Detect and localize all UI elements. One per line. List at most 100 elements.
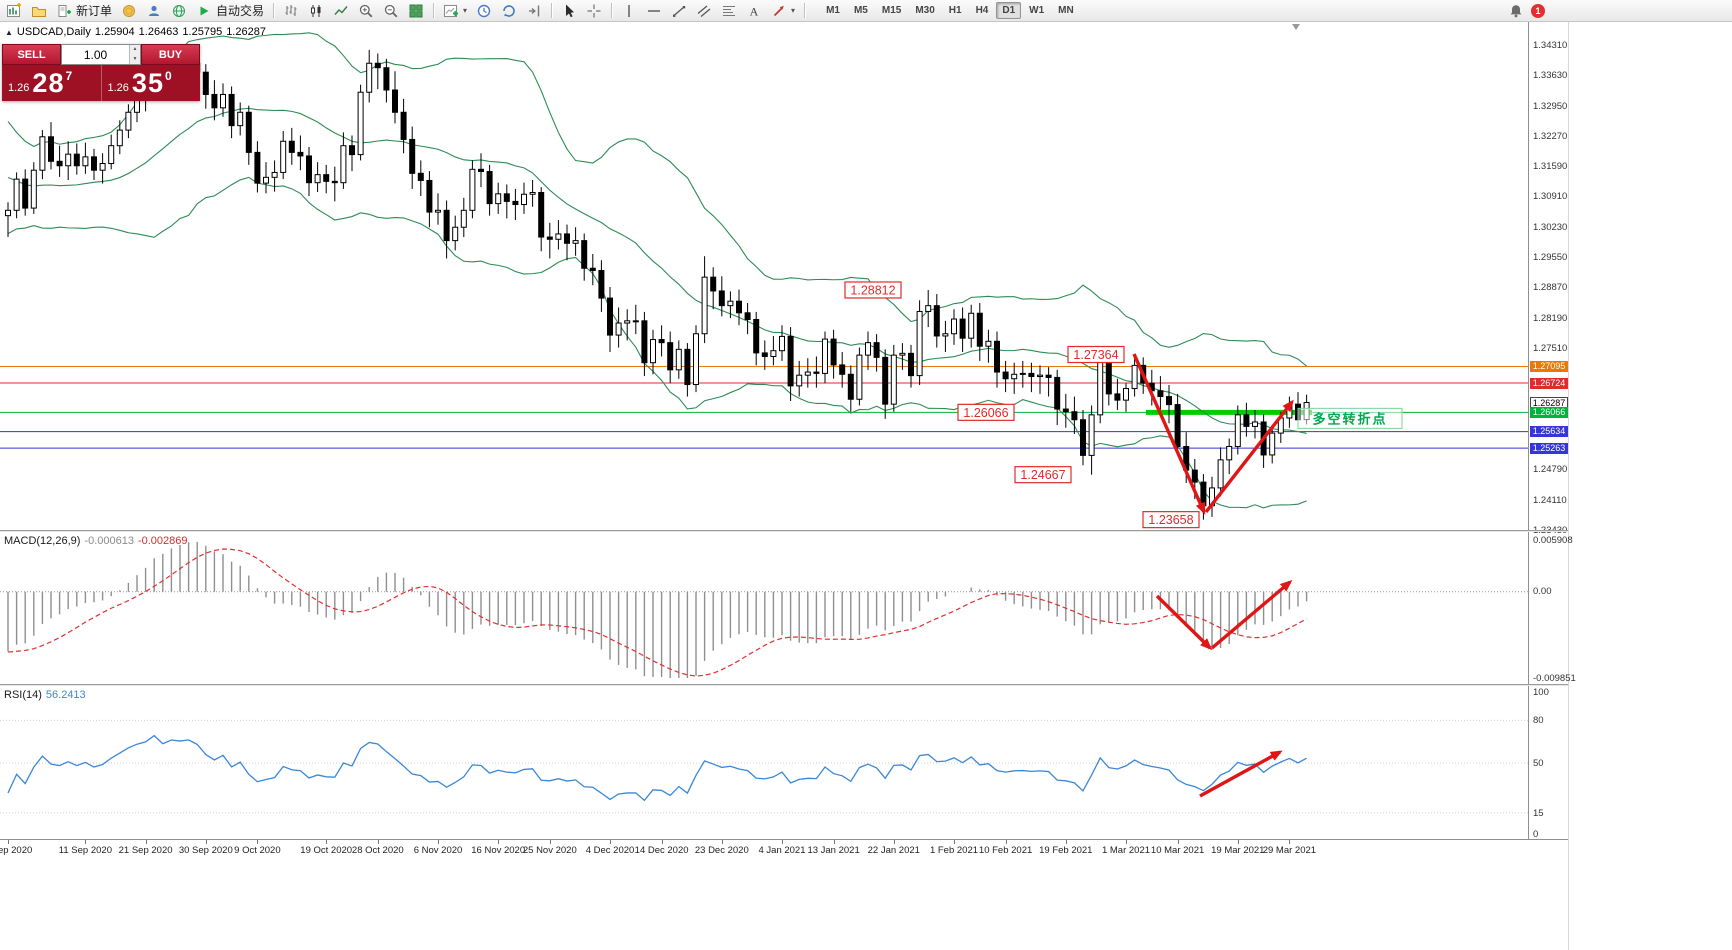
- candles-chart-icon: [311, 4, 321, 17]
- timeframe-H4[interactable]: H4: [975, 5, 989, 16]
- price-axis-label: 1.24110: [1533, 494, 1567, 506]
- timeframe-M1[interactable]: M1: [826, 5, 840, 16]
- volume-input[interactable]: [62, 45, 129, 64]
- horizontal-line-icon: [648, 9, 661, 12]
- crosshair-tool-button[interactable]: [583, 1, 605, 21]
- coin-icon: [123, 4, 136, 17]
- macd-signal-line: [7, 548, 1307, 677]
- price-axis[interactable]: 1.34310 1.33630 1.32950 1.32270 1.31590 1.309…: [1528, 22, 1576, 840]
- toolbar: 新订单 自动交易 ▾ A ▾ M1 M5 M15 M30 H1 H4 D1 W1 MN: [0, 0, 1732, 22]
- date-tick: [1065, 840, 1067, 844]
- date-tick: [1126, 840, 1127, 844]
- timeframe-D1[interactable]: D1: [996, 2, 1022, 19]
- turning-point-box[interactable]: [1297, 407, 1403, 429]
- date-tick: [661, 840, 663, 844]
- line-chart-button[interactable]: [330, 1, 352, 21]
- trend-arrows[interactable]: [1132, 353, 1294, 515]
- auto-trading-label: 自动交易: [216, 4, 265, 18]
- high-value: 1.26463: [138, 26, 179, 38]
- price-callouts[interactable]: 1.28812 1.27364 1.26066 1.24667 1.23658: [844, 281, 1200, 529]
- panel-separator[interactable]: [0, 684, 1568, 686]
- horizontal-line-tool[interactable]: [643, 1, 665, 21]
- cursor-tool-button[interactable]: [558, 1, 580, 21]
- volume-decrease-button[interactable]: ▼: [130, 54, 140, 64]
- periods-button[interactable]: [473, 1, 495, 21]
- clock-icon: [477, 4, 491, 17]
- date-tick: [326, 840, 328, 844]
- timeframe-M30[interactable]: M30: [915, 5, 935, 16]
- symbol-period: USDCAD,Daily: [16, 26, 91, 38]
- rsi-panel[interactable]: [0, 686, 1528, 839]
- candles-chart-button[interactable]: [305, 1, 327, 21]
- toolbar-separator: [433, 3, 435, 18]
- volume-spinner: ▲ ▼: [129, 45, 140, 64]
- zoom-out-button[interactable]: [380, 1, 402, 21]
- timeframe-W1[interactable]: W1: [1029, 5, 1045, 16]
- timeframe-H1[interactable]: H1: [948, 5, 962, 16]
- new-order-label: 新订单: [76, 4, 113, 18]
- volume-box: ▲ ▼: [61, 44, 141, 65]
- date-tick: [1289, 840, 1291, 844]
- bars-chart-button[interactable]: [280, 1, 302, 21]
- timeframe-MN[interactable]: MN: [1058, 5, 1074, 16]
- profiles-button[interactable]: [28, 1, 50, 21]
- price-axis-label: 1.28870: [1533, 282, 1568, 294]
- auto-scroll-button[interactable]: [498, 1, 520, 21]
- fibonacci-tool[interactable]: [718, 1, 740, 21]
- trend-arrows[interactable]: [1155, 580, 1293, 651]
- svg-text:1.23658: 1.23658: [1148, 513, 1193, 527]
- text-tool[interactable]: A: [743, 1, 765, 21]
- web-terminal-button[interactable]: [168, 1, 190, 21]
- timeframe-M15[interactable]: M15: [881, 5, 902, 16]
- candlestick-series: [5, 49, 1310, 520]
- svg-text:1.24667: 1.24667: [1020, 468, 1065, 482]
- turning-point-label: 多空转折点: [1312, 411, 1387, 426]
- buy-price[interactable]: 1.26 35 0: [100, 65, 201, 101]
- main-chart-panel[interactable]: 1.28812 1.27364 1.26066 1.24667 1.23658 多空转折点: [0, 22, 1528, 530]
- new-chart-button[interactable]: [3, 1, 25, 21]
- play-icon: [200, 6, 209, 15]
- date-tick: [438, 840, 439, 844]
- sell-button[interactable]: SELL: [2, 44, 61, 65]
- buy-button[interactable]: BUY: [141, 44, 200, 65]
- macd-panel[interactable]: [0, 532, 1528, 684]
- panel-separator[interactable]: [0, 530, 1568, 532]
- bell-icon[interactable]: [1508, 3, 1524, 19]
- date-label: 10 Mar 2021: [1150, 845, 1205, 856]
- price-axis-label: 0: [1533, 829, 1539, 840]
- chart-shift-marker[interactable]: [1292, 24, 1300, 30]
- date-label: 10 Feb 2021: [978, 845, 1033, 856]
- community-button[interactable]: [143, 1, 165, 21]
- open-value: 1.25904: [94, 26, 135, 38]
- zoom-in-button[interactable]: [355, 1, 377, 21]
- notification-badge[interactable]: 1: [1531, 4, 1545, 18]
- vertical-line-tool[interactable]: [618, 1, 640, 21]
- sell-price-pip: 7: [65, 69, 73, 83]
- date-label: 28 Oct 2020: [351, 845, 404, 856]
- new-order-button[interactable]: 新订单: [53, 1, 115, 21]
- trade-panel-collapse-icon[interactable]: ▲: [5, 28, 13, 37]
- timeframe-group: M1 M5 M15 M30 H1 H4 D1 W1 MN: [819, 2, 1081, 19]
- channel-tool[interactable]: [693, 1, 715, 21]
- cursor-icon: [566, 4, 575, 17]
- auto-trading-button[interactable]: 自动交易: [193, 1, 267, 21]
- chart-shift-button[interactable]: [523, 1, 545, 21]
- volume-increase-button[interactable]: ▲: [130, 45, 140, 55]
- sell-price-big: 28: [32, 68, 65, 98]
- date-label: 23 Dec 2020: [694, 845, 749, 856]
- tile-windows-button[interactable]: [405, 1, 427, 21]
- date-tick: [205, 840, 207, 844]
- price-tag: 1.25634: [1530, 426, 1568, 438]
- horizontal-levels[interactable]: [0, 365, 1528, 449]
- price-axis-label: 0.00: [1533, 585, 1552, 597]
- arrow-tool[interactable]: ▾: [768, 1, 798, 21]
- trend-arrows[interactable]: [1199, 750, 1283, 798]
- indicators-button[interactable]: ▾: [440, 1, 470, 21]
- sell-price[interactable]: 1.26 28 7: [2, 65, 101, 101]
- trendline-tool[interactable]: [668, 1, 690, 21]
- date-label: 29 Mar 2021: [1262, 845, 1317, 856]
- date-axis[interactable]: 2 Sep 2020 11 Sep 2020 21 Sep 2020 30 Sep 2…: [0, 839, 1568, 858]
- timeframe-M5[interactable]: M5: [853, 5, 868, 16]
- market-watch-button[interactable]: [118, 1, 140, 21]
- price-axis-label: 1.33630: [1533, 70, 1568, 82]
